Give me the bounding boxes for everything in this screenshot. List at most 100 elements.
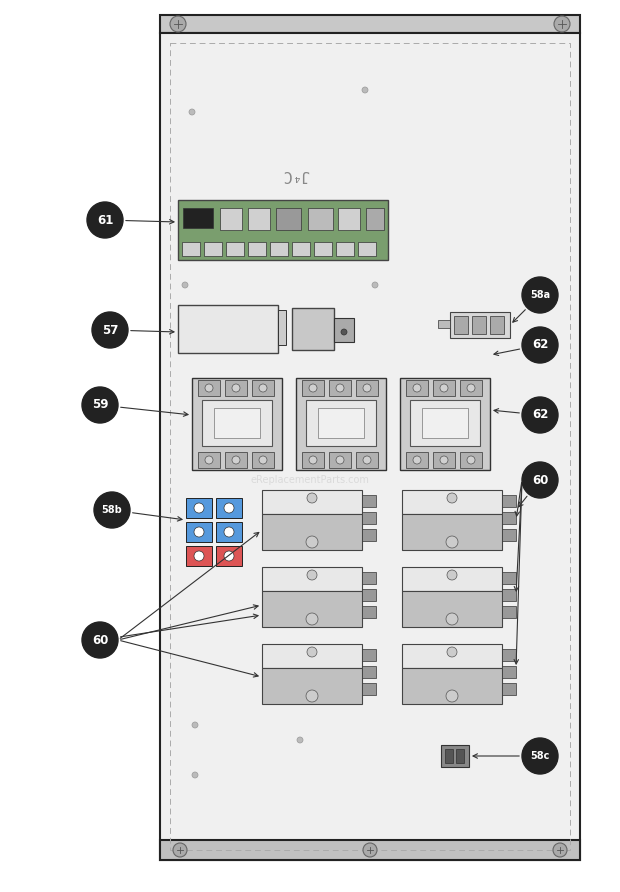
Bar [186, 546, 212, 566]
Circle shape [82, 622, 118, 658]
Bar [192, 378, 282, 470]
Bar [445, 749, 453, 763]
Bar [248, 208, 270, 230]
Circle shape [194, 503, 204, 513]
Bar [202, 400, 272, 446]
Circle shape [447, 493, 457, 503]
Bar [460, 380, 482, 396]
Bar [362, 529, 376, 541]
Bar [406, 452, 428, 468]
Text: 58a: 58a [530, 290, 550, 300]
Text: 61: 61 [97, 213, 113, 227]
Bar [454, 316, 468, 334]
Bar [276, 208, 301, 230]
Bar [402, 644, 502, 668]
Text: 60: 60 [532, 474, 548, 486]
Circle shape [336, 456, 344, 464]
Bar [262, 490, 362, 514]
Bar [356, 380, 378, 396]
Bar [362, 512, 376, 524]
Circle shape [82, 387, 118, 423]
Circle shape [259, 384, 267, 392]
Circle shape [522, 327, 558, 363]
Circle shape [309, 384, 317, 392]
Bar [160, 840, 580, 860]
Bar [216, 546, 242, 566]
Bar [460, 452, 482, 468]
Circle shape [554, 16, 570, 32]
Circle shape [522, 277, 558, 313]
Bar [502, 529, 516, 541]
Bar [358, 242, 376, 256]
Circle shape [205, 384, 213, 392]
Bar [318, 408, 364, 438]
Bar [183, 208, 213, 228]
Circle shape [446, 613, 458, 625]
Bar [308, 208, 333, 230]
Circle shape [189, 109, 195, 115]
Bar [402, 490, 502, 514]
Bar [338, 208, 360, 230]
Circle shape [194, 527, 204, 537]
Bar [334, 318, 354, 342]
Bar [362, 683, 376, 695]
Bar [402, 591, 502, 627]
Bar [302, 452, 324, 468]
Bar [502, 649, 516, 661]
Bar [502, 606, 516, 618]
Bar [252, 452, 274, 468]
Bar [402, 668, 502, 704]
Circle shape [440, 456, 448, 464]
Circle shape [170, 16, 186, 32]
Circle shape [440, 384, 448, 392]
Circle shape [92, 312, 128, 348]
Bar [502, 572, 516, 584]
Text: 62: 62 [532, 409, 548, 422]
Circle shape [413, 456, 421, 464]
Circle shape [224, 551, 234, 561]
Bar [433, 452, 455, 468]
Bar [262, 567, 362, 591]
Bar [278, 310, 286, 345]
Circle shape [372, 282, 378, 288]
Bar [441, 745, 469, 767]
Bar [178, 200, 388, 260]
Bar [220, 208, 242, 230]
Circle shape [522, 462, 558, 498]
Circle shape [413, 384, 421, 392]
Bar [406, 380, 428, 396]
Circle shape [192, 772, 198, 778]
Bar [178, 305, 278, 353]
Bar [356, 452, 378, 468]
Circle shape [307, 647, 317, 657]
Bar [296, 378, 386, 470]
Circle shape [94, 492, 130, 528]
Bar [502, 683, 516, 695]
Bar [302, 380, 324, 396]
Bar [216, 522, 242, 542]
Circle shape [182, 282, 188, 288]
Bar [456, 749, 464, 763]
Bar [292, 308, 334, 350]
Bar [362, 649, 376, 661]
Bar [160, 33, 580, 860]
Bar [329, 452, 351, 468]
Bar [438, 320, 450, 328]
Circle shape [205, 456, 213, 464]
Circle shape [224, 503, 234, 513]
Bar [198, 380, 220, 396]
Text: 58c: 58c [530, 751, 550, 761]
Bar [226, 242, 244, 256]
Bar [362, 572, 376, 584]
Bar [225, 380, 247, 396]
Bar [262, 644, 362, 668]
Bar [252, 380, 274, 396]
Circle shape [446, 536, 458, 548]
Bar [362, 589, 376, 601]
Circle shape [467, 456, 475, 464]
Bar [329, 380, 351, 396]
Bar [270, 242, 288, 256]
Bar [262, 668, 362, 704]
Bar [248, 242, 266, 256]
Circle shape [297, 737, 303, 743]
